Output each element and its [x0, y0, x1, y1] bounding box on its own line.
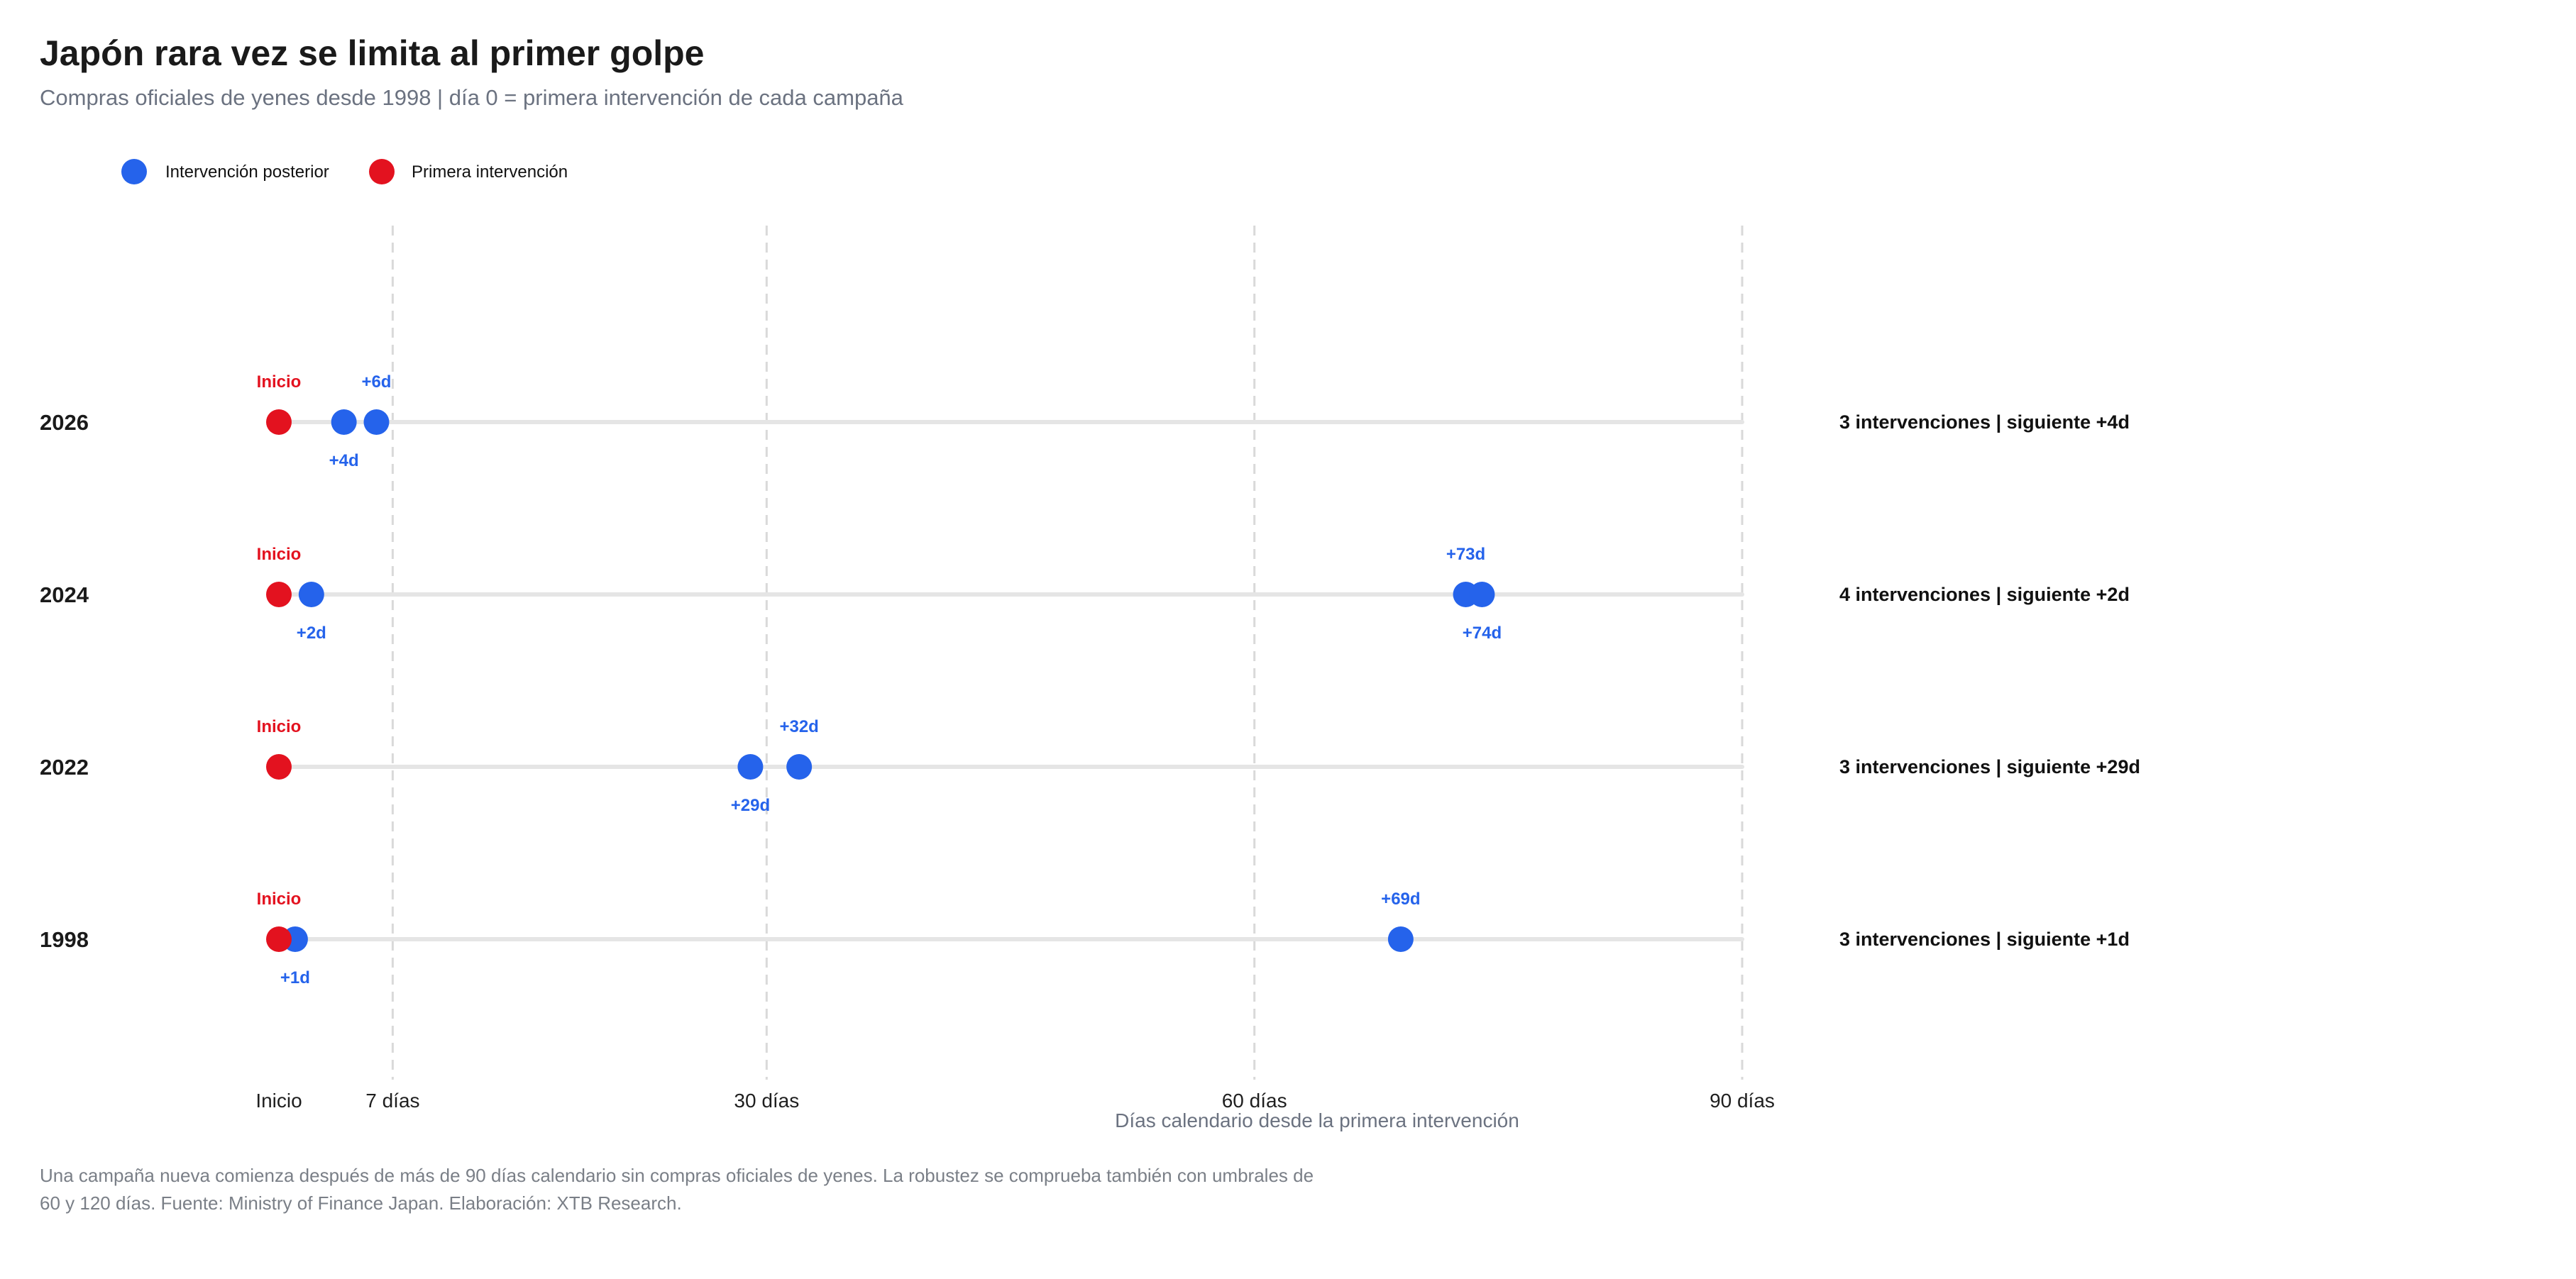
year-label: 1998: [40, 927, 89, 952]
first-intervention-point: [266, 409, 292, 435]
footnote-line-2: 60 y 120 días. Fuente: Ministry of Finan…: [40, 1192, 682, 1214]
campaign-summary: 3 intervenciones | siguiente +29d: [1839, 756, 2140, 777]
campaign-row-2026: 2026 3 intervenciones | siguiente +4d Inic…: [40, 372, 2130, 470]
later-intervention-point: [786, 754, 813, 780]
campaign-summary: 3 intervenciones | siguiente +1d: [1839, 929, 2130, 950]
legend: Intervención posterior Primera intervenc…: [121, 159, 568, 184]
later-intervention-point: [737, 754, 764, 780]
campaign-summary: 3 intervenciones | siguiente +4d: [1839, 411, 2130, 433]
point-label: +4d: [329, 451, 359, 470]
start-label: Inicio: [257, 545, 302, 564]
year-label: 2026: [40, 410, 89, 435]
start-label: Inicio: [257, 890, 302, 909]
start-label: Inicio: [257, 717, 302, 736]
later-intervention-point: [1469, 582, 1495, 607]
point-label: +29d: [731, 796, 770, 815]
legend-label-first: Primera intervención: [412, 162, 568, 182]
later-intervention-point: [331, 409, 357, 435]
campaign-row-2024: 2024 4 intervenciones | siguiente +2d Inic…: [40, 545, 2130, 643]
campaign-row-2022: 2022 3 intervenciones | siguiente +29d Ini…: [40, 717, 2140, 815]
x-tick-label: 90 días: [1710, 1090, 1775, 1112]
point-label: +74d: [1463, 624, 1502, 643]
campaign-rows: 2026 3 intervenciones | siguiente +4d Inic…: [40, 372, 2140, 987]
legend-label-later: Intervención posterior: [165, 162, 329, 182]
campaign-row-1998: 1998 3 intervenciones | siguiente +1d Inic…: [40, 890, 2130, 987]
first-intervention-point: [266, 754, 292, 780]
chart-title: Japón rara vez se limita al primer golpe: [40, 33, 704, 73]
year-label: 2024: [40, 582, 89, 607]
later-intervention-point: [363, 409, 390, 435]
legend-marker-later: [121, 159, 147, 184]
first-intervention-point: [266, 582, 292, 607]
first-intervention-point: [266, 926, 292, 952]
x-tick-label: 30 días: [734, 1090, 799, 1112]
x-axis-title: Días calendario desde la primera interve…: [1115, 1109, 1519, 1131]
chart-subtitle: Compras oficiales de yenes desde 1998 | …: [40, 85, 904, 110]
x-tick-label: Inicio: [255, 1090, 302, 1112]
point-label: +2d: [297, 624, 326, 643]
start-label: Inicio: [257, 372, 302, 392]
x-tick-label: 7 días: [365, 1090, 419, 1112]
point-label: +32d: [779, 717, 818, 736]
gridlines: [391, 226, 1744, 1080]
point-label: +69d: [1381, 890, 1420, 909]
x-tick-label: 60 días: [1222, 1090, 1287, 1112]
legend-marker-first: [369, 159, 395, 184]
point-label: +1d: [280, 968, 310, 987]
point-label: +73d: [1446, 545, 1485, 564]
year-label: 2022: [40, 755, 89, 780]
point-label: +6d: [361, 372, 391, 392]
later-intervention-point: [1387, 926, 1414, 952]
later-intervention-point: [298, 582, 324, 607]
footnote-line-1: Una campaña nueva comienza después de má…: [40, 1165, 1314, 1186]
campaign-summary: 4 intervenciones | siguiente +2d: [1839, 584, 2130, 605]
x-axis-ticks: Inicio 7 días 30 días 60 días 90 días: [255, 1090, 1775, 1112]
